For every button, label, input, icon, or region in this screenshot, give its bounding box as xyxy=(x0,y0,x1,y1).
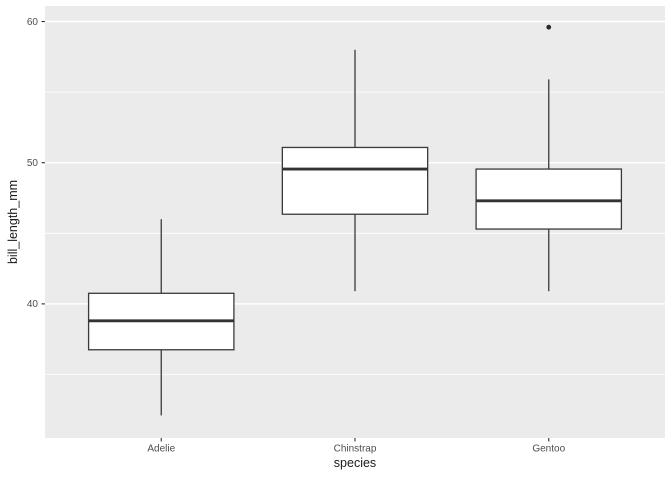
x-tick-label: Chinstrap xyxy=(334,444,377,455)
x-axis-title: species xyxy=(333,456,377,470)
outlier-point xyxy=(546,24,552,30)
boxplot-adelie xyxy=(87,219,235,416)
iqr-box xyxy=(281,146,429,215)
y-tick-label: 60 xyxy=(27,17,39,28)
boxplot-chinstrap xyxy=(281,49,429,292)
y-tick-label: 40 xyxy=(27,299,39,310)
y-tick-label: 50 xyxy=(27,158,39,169)
boxplot-gentoo xyxy=(475,24,623,292)
x-tick-label: Adelie xyxy=(147,444,175,455)
y-axis-title: bill_length_mm xyxy=(6,179,20,265)
x-tick-label: Gentoo xyxy=(532,444,565,455)
iqr-box xyxy=(475,168,623,230)
